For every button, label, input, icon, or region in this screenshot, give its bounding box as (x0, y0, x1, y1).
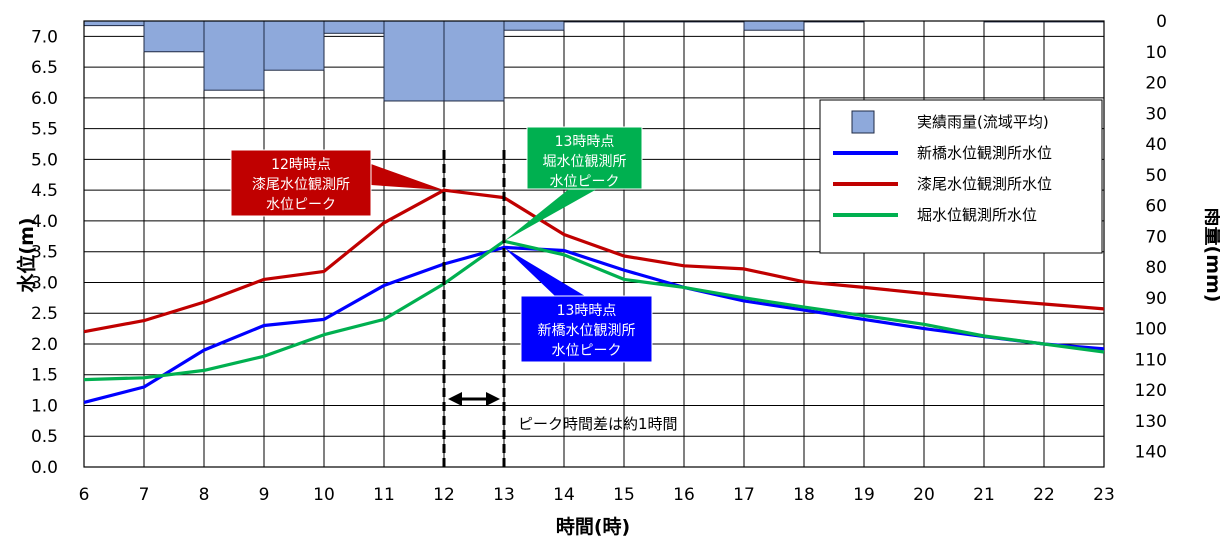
series-line (83, 245, 1105, 404)
water-level-lines (83, 188, 1105, 404)
callout-text: 13時時点 (555, 134, 615, 150)
legend-swatch-rain (851, 110, 875, 134)
x-tick-label: 15 (613, 485, 635, 505)
y-left-tick-label: 0.0 (31, 458, 58, 478)
callout-text: 新橋水位観測所 (538, 322, 636, 339)
callout-text: 堀水位観測所 (543, 153, 627, 170)
legend-entry-label: 新橋水位観測所水位 (917, 144, 1052, 162)
x-tick-label: 10 (313, 485, 335, 505)
callout-pointer (504, 189, 597, 242)
x-tick-label: 9 (259, 485, 270, 505)
rain-bar (323, 20, 385, 34)
y-left-tick-label: 6.5 (31, 58, 58, 78)
x-tick-label: 14 (553, 485, 575, 505)
y-right-tick-label: 40 (1145, 135, 1167, 155)
x-tick-label: 18 (793, 485, 815, 505)
y-left-tick-label: 2.0 (31, 335, 58, 355)
x-tick-label: 17 (733, 485, 755, 505)
peak-diff-arrow-head (486, 392, 500, 406)
callout-box (526, 126, 643, 190)
x-tick-label: 20 (913, 485, 935, 505)
y-right-tick-label: 80 (1145, 258, 1167, 278)
y-left-tick-label: 2.5 (31, 304, 58, 324)
y-axis-left-label: 水位(m) (15, 217, 38, 292)
callout-pointer (504, 247, 585, 296)
x-tick-label: 7 (139, 485, 150, 505)
x-tick-label: 23 (1093, 485, 1115, 505)
x-tick-label: 21 (973, 485, 995, 505)
tick-labels: 0.0 0.5 1.0 1.5 2.0 2.5 3.0 3.5 4.0 4.5 5.0 5.5 6.0 6… (31, 12, 1167, 505)
rain-bar (743, 20, 805, 31)
x-tick-label: 22 (1033, 485, 1055, 505)
peak-time-difference-label: ピーク時間差は約1時間 (518, 415, 678, 433)
callout-pointer (371, 164, 444, 191)
legend-entry-label: 漆尾水位観測所水位 (917, 175, 1052, 193)
y-right-tick-label: 120 (1135, 381, 1167, 401)
rain-bar (263, 20, 325, 71)
callout-text: 水位ピーク (550, 174, 620, 190)
y-left-tick-label: 4.0 (31, 212, 58, 232)
y-right-tick-label: 60 (1145, 197, 1167, 217)
y-right-tick-label: 0 (1156, 12, 1167, 32)
y-left-tick-label: 3.5 (31, 243, 58, 263)
y-right-tick-label: 50 (1145, 166, 1167, 186)
callout-text: 水位ピーク (552, 343, 622, 359)
y-left-tick-label: 5.5 (31, 120, 58, 140)
y-left-tick-label: 5.0 (31, 150, 58, 170)
legend-entry-label: 堀水位観測所水位 (917, 206, 1037, 224)
y-left-tick-label: 1.0 (31, 396, 58, 416)
y-right-tick-label: 10 (1145, 43, 1167, 63)
rain-bar (143, 20, 205, 53)
callout-text: 漆尾水位観測所 (252, 176, 350, 193)
y-left-tick-label: 4.5 (31, 181, 58, 201)
y-right-tick-label: 20 (1145, 74, 1167, 94)
y-left-tick-label: 3.0 (31, 273, 58, 293)
peak-annotations: 12時時点漆尾水位観測所水位ピーク13時時点堀水位観測所水位ピーク13時時点新橋… (230, 126, 653, 363)
x-tick-label: 19 (853, 485, 875, 505)
callout-text: 水位ピーク (266, 197, 336, 213)
x-tick-label: 12 (433, 485, 455, 505)
y-right-tick-label: 70 (1145, 227, 1167, 247)
callout-text: 12時時点 (271, 157, 331, 173)
y-left-tick-label: 6.0 (31, 89, 58, 109)
rain-bar (83, 20, 145, 27)
series-line (83, 188, 1105, 334)
y-right-tick-label: 140 (1135, 443, 1167, 463)
callout-box (230, 149, 372, 217)
series-line (83, 239, 1105, 382)
x-axis-label: 時間(時) (556, 516, 630, 538)
y-right-tick-label: 90 (1145, 289, 1167, 309)
legend-entry-label: 実績雨量(流域平均) (917, 113, 1049, 131)
rain-bars (83, 20, 1105, 102)
rain-bar (383, 20, 445, 102)
x-tick-label: 16 (673, 485, 695, 505)
y-left-tick-label: 1.5 (31, 366, 58, 386)
y-left-tick-label: 0.5 (31, 427, 58, 447)
plot-frame (83, 20, 1105, 468)
peak-diff-arrow-head (448, 392, 462, 406)
peak-markers (442, 150, 506, 470)
x-tick-label: 8 (199, 485, 210, 505)
y-right-tick-label: 130 (1135, 412, 1167, 432)
callout-text: 13時時点 (557, 303, 617, 319)
y-right-tick-label: 100 (1135, 320, 1167, 340)
y-axis-right-label: 雨量(mm) (1202, 208, 1220, 303)
x-tick-label: 11 (373, 485, 395, 505)
plot-area-border (83, 20, 1105, 468)
x-tick-label: 6 (79, 485, 90, 505)
y-right-tick-label: 30 (1145, 104, 1167, 124)
rain-bar (503, 20, 565, 31)
y-right-tick-label: 110 (1135, 350, 1167, 370)
x-tick-label: 13 (493, 485, 515, 505)
callout-box (520, 295, 653, 363)
rain-bar (203, 20, 265, 91)
y-left-tick-label: 7.0 (31, 27, 58, 47)
rain-bar (443, 20, 505, 102)
